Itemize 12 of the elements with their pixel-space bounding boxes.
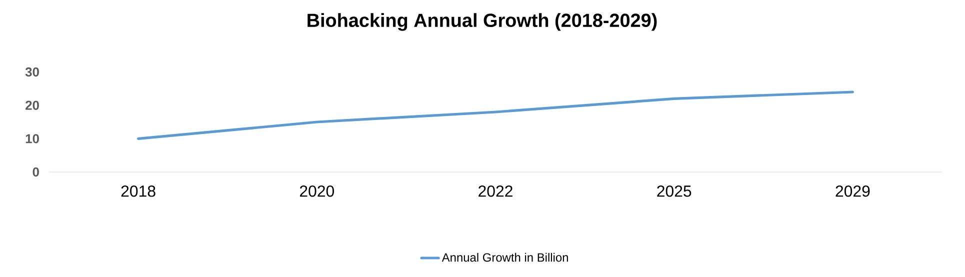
y-tick-label: 30 [25, 67, 39, 77]
line-series [137, 90, 854, 140]
x-tick-label: 2020 [300, 186, 334, 197]
x-tick-label: 2022 [478, 186, 512, 197]
legend-label: Annual Growth in Billion [442, 252, 568, 262]
y-tick-label: 10 [26, 134, 39, 144]
y-tick-label: 20 [26, 100, 39, 110]
x-tick-label: 2029 [836, 186, 870, 197]
chart-title: Biohacking Annual Growth (2018-2029) [308, 13, 657, 31]
y-tick-label: 0 [32, 167, 39, 177]
x-tick-label: 2018 [121, 186, 156, 197]
x-tick-label: 2025 [657, 186, 692, 197]
